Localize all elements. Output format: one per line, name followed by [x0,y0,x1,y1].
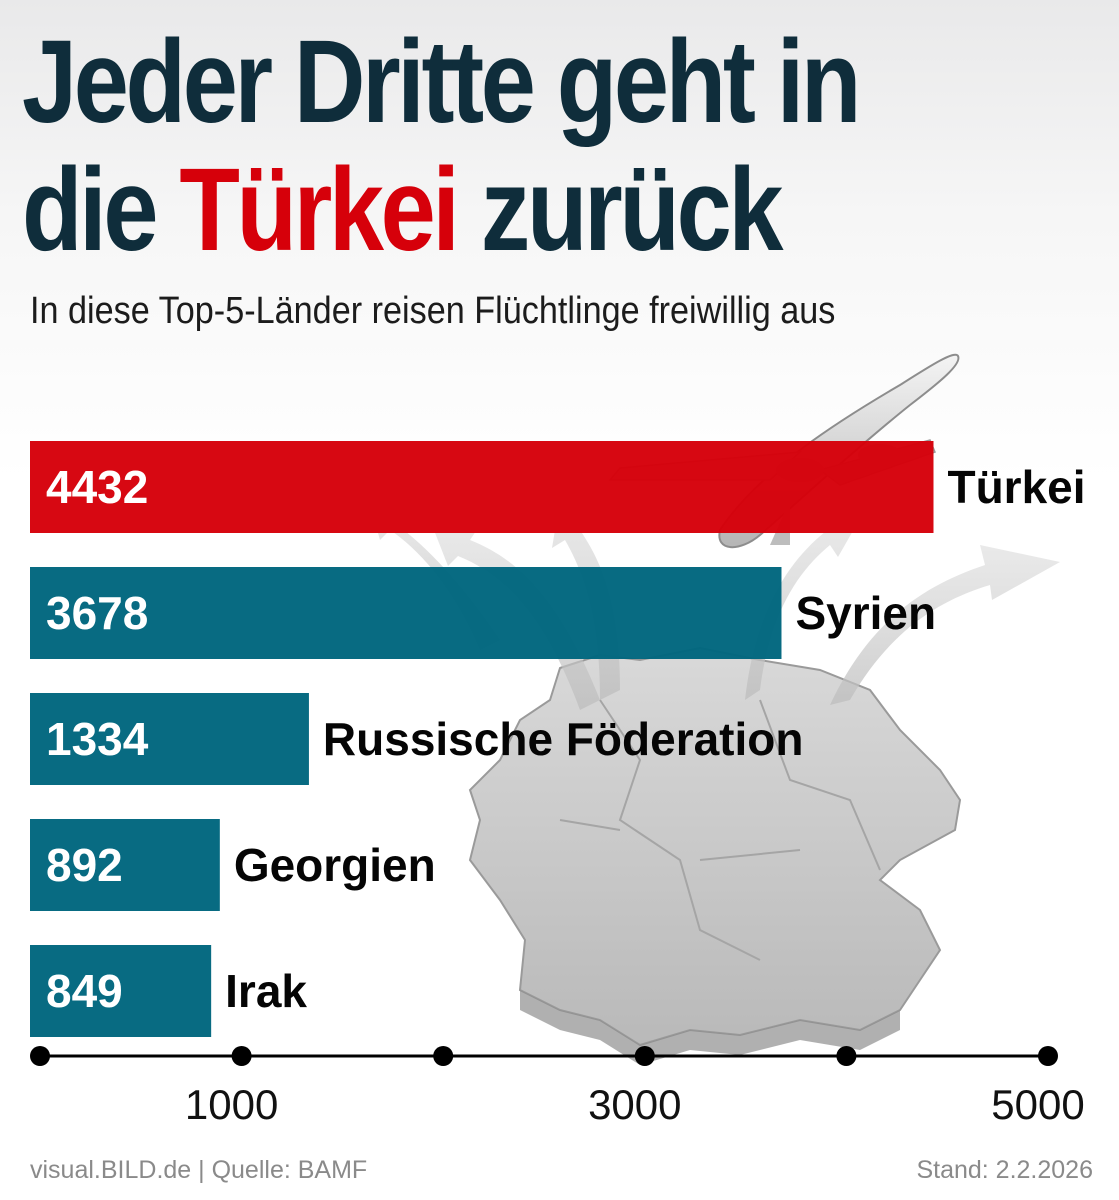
title-line-2-start: die [22,144,180,276]
x-axis-tick-dot [30,1046,50,1066]
title-line-2-end: zurück [456,144,784,276]
x-axis-tick-dot [1038,1046,1058,1066]
bar [30,693,309,785]
bar-value-label: 3678 [46,587,148,639]
x-tick-label: 5000 [991,1081,1084,1128]
germany-map-shape [468,646,962,1065]
subtitle: In diese Top-5-Länder reisen Flüchtlinge… [30,290,836,332]
title-highlight: Türkei [179,144,460,276]
category-label: Russische Föderation [323,713,804,765]
title-line-1: Jeder Dritte geht in [22,16,861,148]
category-label: Syrien [795,587,936,639]
x-axis-tick-dot [433,1046,454,1066]
footer-source: visual.BILD.de | Quelle: BAMF [30,1156,368,1184]
bar-value-label: 849 [46,965,123,1017]
category-label: Irak [225,965,307,1017]
bar-value-label: 1334 [46,713,149,765]
category-label: Türkei [947,461,1085,513]
bar-value-label: 892 [46,839,123,891]
page-title: Jeder Dritte geht in die Türkei zurück [22,18,929,274]
bar [30,567,782,659]
bar [30,441,934,533]
x-axis-tick-dot [231,1046,252,1066]
x-tick-label: 1000 [185,1081,278,1128]
bar [30,819,220,911]
x-tick-label: 3000 [588,1081,681,1128]
footer-date: Stand: 2.2.2026 [916,1156,1093,1184]
category-label: Georgien [234,839,436,891]
bar-value-label: 4432 [46,461,148,513]
x-axis-tick-dot [836,1046,857,1066]
x-axis-tick-dot [634,1046,655,1066]
bar [30,945,212,1037]
